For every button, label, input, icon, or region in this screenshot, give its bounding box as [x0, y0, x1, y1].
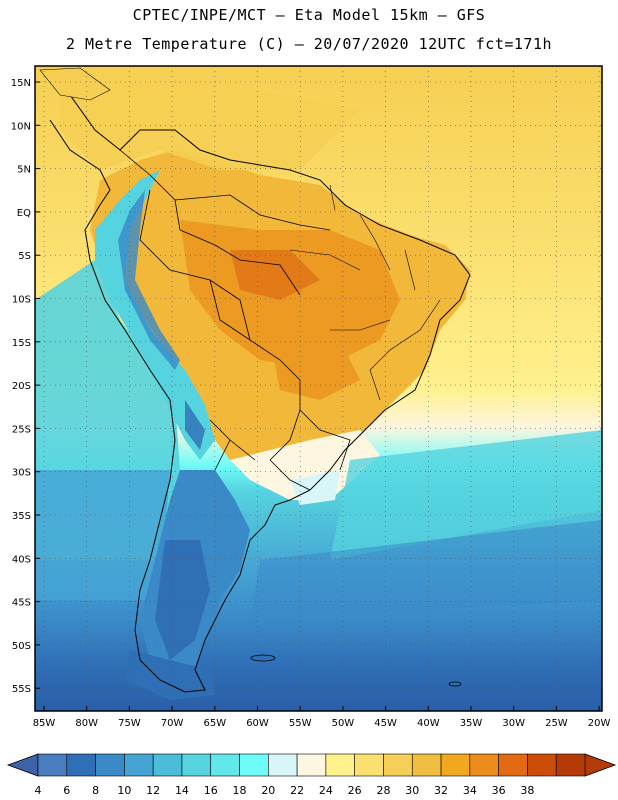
lat-label: 5N — [17, 165, 31, 176]
colorbar-swatch — [296, 753, 327, 777]
lat-label: 40S — [12, 554, 31, 565]
lon-label: 25W — [545, 718, 568, 729]
colorbar-swatch — [95, 753, 125, 777]
colorbar-label: 24 — [319, 784, 333, 797]
colorbar-label: 34 — [463, 784, 477, 797]
map-field — [35, 66, 602, 711]
colorbar-swatch — [181, 753, 212, 777]
lon-label: 30W — [502, 718, 525, 729]
latitude-labels: 15N 10N 5N EQ 5S 10S 15S 20S 25S 30S 35S 40S 45S 50S 5… — [11, 78, 40, 695]
colorbar-label: 4 — [35, 784, 42, 797]
colorbar-swatch — [527, 753, 557, 777]
colorbar-label: 36 — [492, 784, 506, 797]
colorbar-label: 32 — [434, 784, 448, 797]
lat-label: 15S — [12, 338, 31, 349]
longitude-labels: 85W 80W 75W 70W 65W 60W 55W 50W 45W 40W 35W 30W 25W 2… — [33, 706, 611, 729]
colorbar-label: 30 — [405, 784, 419, 797]
lat-label: 10N — [11, 121, 31, 132]
lon-label: 65W — [203, 718, 226, 729]
map-title-line2: 2 Metre Temperature (C) – 20/07/2020 12U… — [65, 35, 553, 53]
colorbar-label: 6 — [63, 784, 70, 797]
lat-label: 55S — [12, 684, 31, 695]
lon-label: 55W — [289, 718, 312, 729]
lon-label: 50W — [332, 718, 355, 729]
lat-label: 10S — [12, 295, 31, 306]
colorbar-swatch — [124, 753, 154, 777]
colorbar-swatch — [498, 753, 528, 777]
map-title-line1: CPTEC/INPE/MCT – Eta Model 15km – GFS — [132, 6, 486, 24]
colorbar-swatch — [66, 753, 96, 777]
colorbar-label: 14 — [175, 784, 189, 797]
colorbar-label: 22 — [290, 784, 304, 797]
temperature-colorbar: 4 6 8 10 12 14 16 18 20 22 24 26 28 30 32 34 36 38 — [6, 753, 617, 797]
country-borders — [119, 149, 351, 491]
lat-label: 30S — [12, 468, 31, 479]
lat-label: EQ — [17, 208, 31, 219]
colorbar-swatch — [383, 753, 413, 777]
lon-label: 85W — [33, 718, 56, 729]
colorbar-label: 18 — [233, 784, 247, 797]
lon-label: 45W — [374, 718, 397, 729]
map-frame — [34, 65, 603, 712]
lon-label: 75W — [118, 718, 141, 729]
colorbar-swatch — [325, 753, 355, 777]
colorbar-swatch — [555, 753, 586, 777]
colorbar-swatch — [268, 753, 298, 777]
colorbar-label: 26 — [348, 784, 362, 797]
lat-label: 25S — [12, 424, 31, 435]
lat-label: 5S — [18, 251, 31, 262]
colorbar-swatch — [411, 753, 442, 777]
colorbar-swatch — [354, 753, 384, 777]
colorbar-swatch — [37, 753, 68, 777]
colorbar-swatch — [210, 753, 240, 777]
colorbar-swatch — [440, 753, 471, 777]
colorbar-right-arrow — [584, 753, 617, 777]
colorbar-swatch — [152, 753, 183, 777]
colorbar-swatch — [469, 753, 499, 777]
colorbar-label: 20 — [261, 784, 275, 797]
lat-label: 35S — [12, 511, 31, 522]
colorbar-label: 10 — [117, 784, 131, 797]
lon-label: 60W — [246, 718, 269, 729]
lon-label: 20W — [588, 718, 611, 729]
colorbar-label: 38 — [520, 784, 534, 797]
lat-label: 20S — [12, 381, 31, 392]
lat-label: 45S — [12, 598, 31, 609]
lon-label: 80W — [75, 718, 98, 729]
lon-label: 40W — [417, 718, 440, 729]
lat-label: 15N — [11, 78, 31, 89]
lat-label: 50S — [12, 641, 31, 652]
lon-label: 70W — [161, 718, 184, 729]
colorbar-label: 16 — [204, 784, 218, 797]
colorbar-swatch — [239, 753, 269, 777]
colorbar-left-arrow — [6, 753, 39, 777]
colorbar-label: 28 — [376, 784, 390, 797]
colorbar-label: 8 — [92, 784, 99, 797]
colorbar-label: 12 — [146, 784, 160, 797]
lon-label: 35W — [460, 718, 483, 729]
